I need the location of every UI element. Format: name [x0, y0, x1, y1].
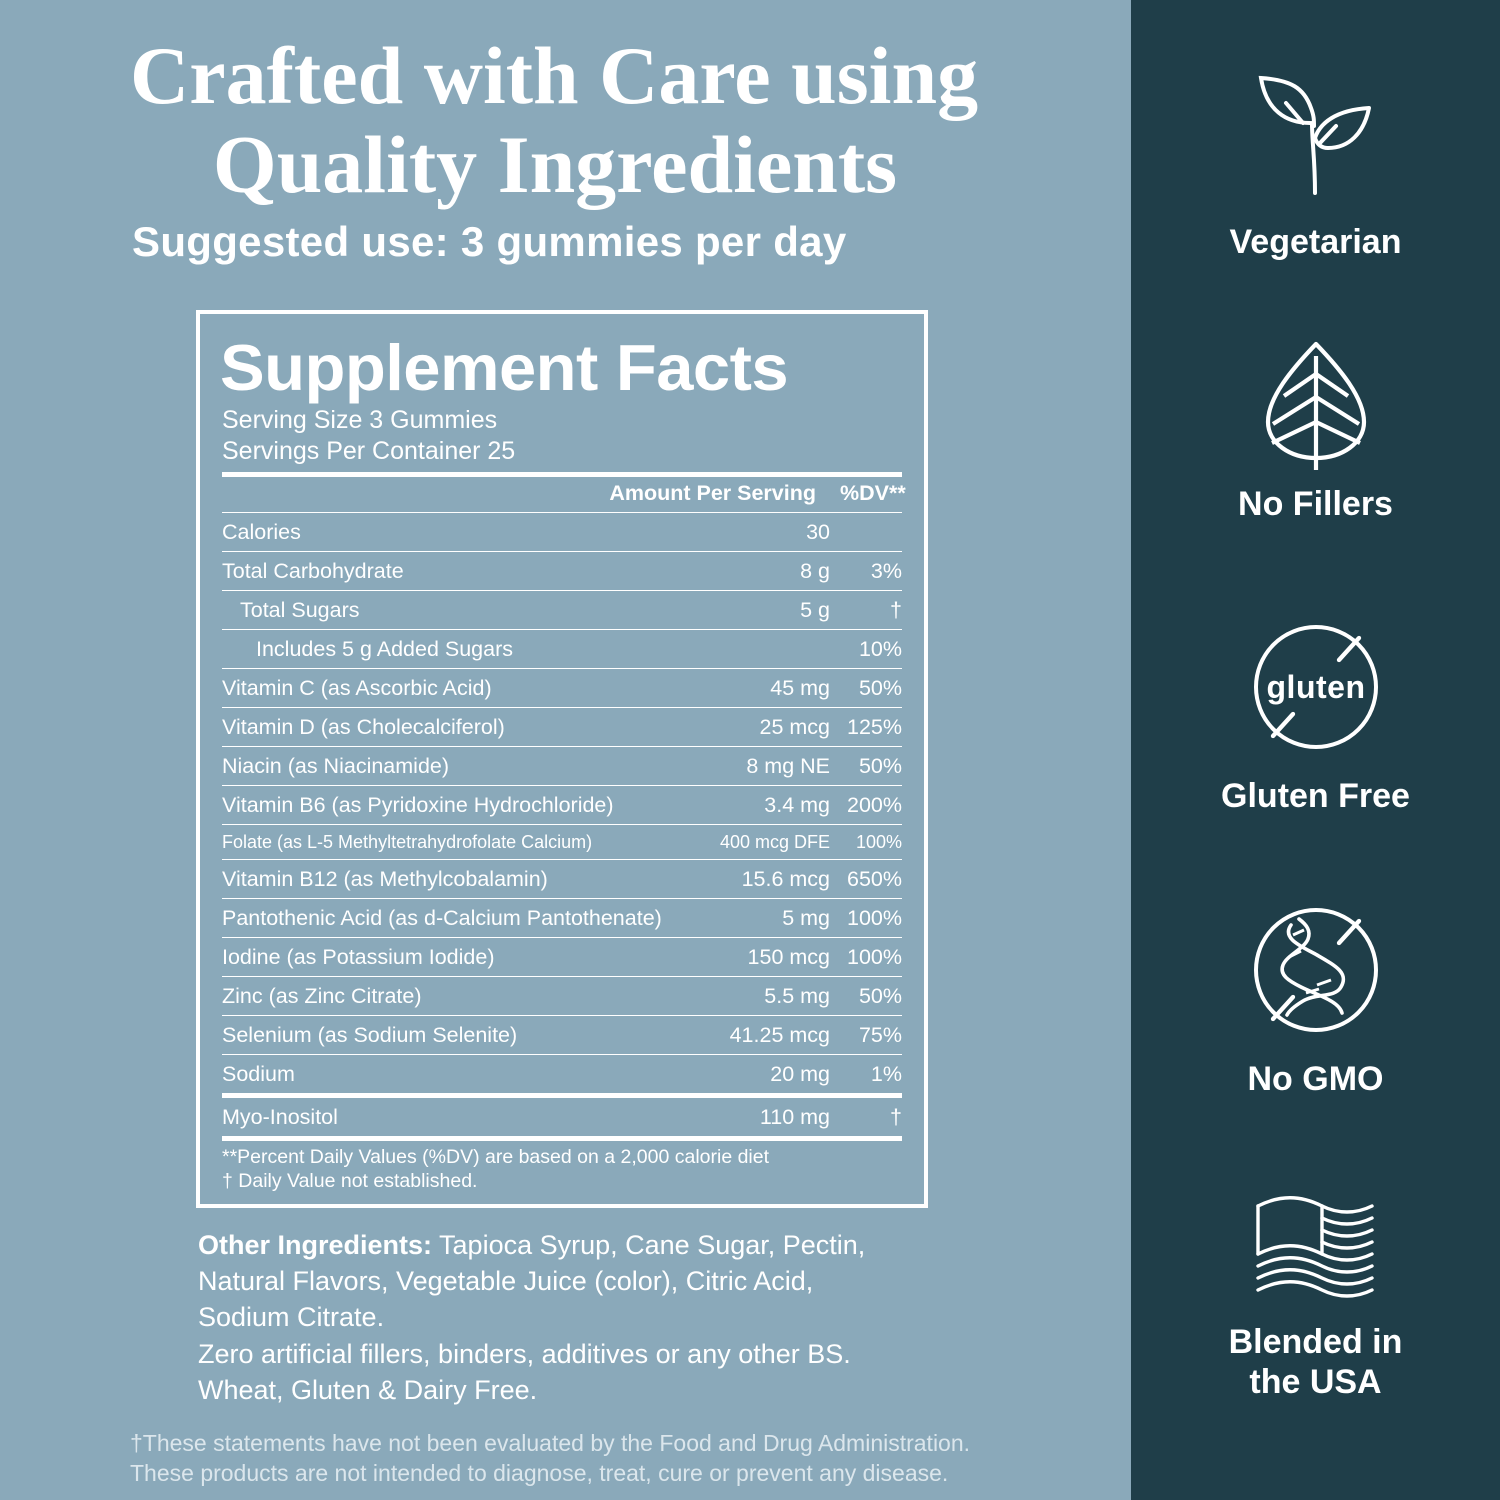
- svg-text:gluten: gluten: [1266, 669, 1365, 705]
